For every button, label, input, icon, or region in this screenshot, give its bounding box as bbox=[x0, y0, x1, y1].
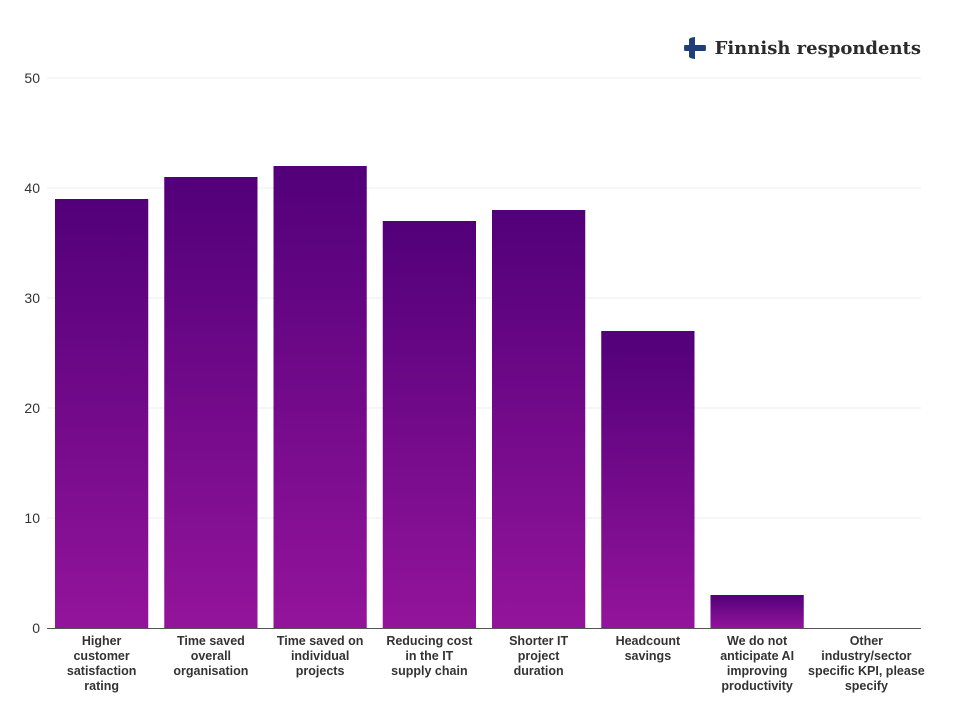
x-category-label-line: Shorter IT bbox=[509, 634, 568, 648]
bars bbox=[55, 166, 804, 628]
x-category-label: Time saved on individual projects bbox=[277, 634, 364, 678]
legend: Finnish respondents bbox=[683, 36, 921, 60]
y-tick-label: 0 bbox=[32, 620, 40, 636]
bar-7 bbox=[710, 595, 804, 628]
x-category-label-line: projects bbox=[296, 664, 345, 678]
x-category-label-line: Reducing cost bbox=[386, 634, 473, 648]
x-category-label: Other industry/sector specific KPI, please… bbox=[808, 634, 925, 693]
y-tick-label: 20 bbox=[24, 400, 40, 416]
y-tick-label: 40 bbox=[24, 180, 40, 196]
y-axis: 0 10 20 30 40 50 bbox=[24, 70, 40, 636]
y-tick-label: 30 bbox=[24, 290, 40, 306]
x-category-label-line: duration bbox=[514, 664, 564, 678]
x-category-label-line: satisfaction bbox=[67, 664, 136, 678]
x-category-label-line: We do not bbox=[727, 634, 788, 648]
x-category-label-line: overall bbox=[191, 649, 231, 663]
x-category-label: Time saved overall organisation bbox=[173, 634, 248, 678]
x-category-label-line: Headcount bbox=[616, 634, 681, 648]
legend-label: Finnish respondents bbox=[714, 37, 921, 59]
x-category-label-line: in the IT bbox=[405, 649, 453, 663]
x-category-label-line: rating bbox=[84, 679, 119, 693]
x-category-label-line: savings bbox=[625, 649, 672, 663]
x-category-label: Higher customer satisfaction rating bbox=[67, 634, 136, 693]
x-category-label-line: industry/sector bbox=[821, 649, 911, 663]
y-tick-label: 50 bbox=[24, 70, 40, 86]
bar-6 bbox=[601, 331, 695, 628]
x-category-label-line: productivity bbox=[721, 679, 793, 693]
bar-3 bbox=[273, 166, 367, 628]
x-category-label-line: organisation bbox=[173, 664, 248, 678]
bar-1 bbox=[55, 199, 149, 628]
x-category-label: Headcount savings bbox=[616, 634, 681, 663]
x-category-label-line: improving bbox=[727, 664, 787, 678]
bar-2 bbox=[164, 177, 258, 628]
x-category-label-line: individual bbox=[291, 649, 349, 663]
x-axis-labels: Higher customer satisfaction rating Time sav… bbox=[67, 634, 925, 693]
finland-flag-icon bbox=[683, 37, 706, 59]
x-category-label: Shorter IT project duration bbox=[509, 634, 568, 678]
x-category-label-line: Time saved bbox=[177, 634, 245, 648]
bar-4 bbox=[382, 221, 476, 628]
bar-5 bbox=[492, 210, 586, 628]
y-tick-label: 10 bbox=[24, 510, 40, 526]
x-category-label-line: supply chain bbox=[391, 664, 467, 678]
x-category-label-line: specify bbox=[845, 679, 888, 693]
x-category-label-line: Higher bbox=[82, 634, 122, 648]
x-category-label: Reducing cost in the IT supply chain bbox=[386, 634, 473, 678]
x-category-label-line: Time saved on bbox=[277, 634, 364, 648]
x-category-label: We do not anticipate AI improving productiv… bbox=[720, 634, 794, 693]
x-category-label-line: project bbox=[518, 649, 561, 663]
x-category-label-line: anticipate AI bbox=[720, 649, 794, 663]
x-category-label-line: customer bbox=[73, 649, 129, 663]
x-category-label-line: specific KPI, please bbox=[808, 664, 925, 678]
x-category-label-line: Other bbox=[850, 634, 883, 648]
